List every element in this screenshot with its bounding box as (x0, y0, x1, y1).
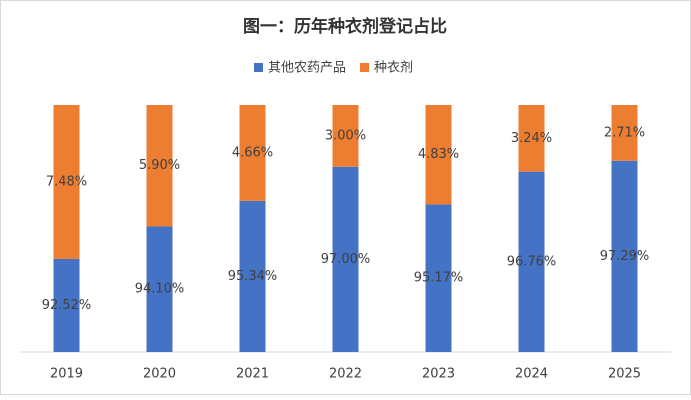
bar-segment (611, 105, 638, 161)
data-label: 97.29% (600, 249, 650, 264)
legend-label: 其他农药产品 (268, 61, 346, 76)
bar-segment (611, 160, 638, 352)
data-label: 3.24% (511, 131, 552, 146)
bar-segment (332, 105, 359, 167)
data-label: 2.71% (604, 125, 645, 140)
data-label: 5.90% (139, 158, 180, 173)
data-label: 3.00% (325, 128, 366, 143)
x-tick-label: 2020 (143, 367, 176, 382)
bar-segment (146, 105, 173, 227)
data-label: 96.76% (507, 254, 557, 269)
legend-label: 种衣剂 (374, 60, 413, 76)
bar-segment (53, 105, 80, 259)
bar-segment (146, 226, 173, 352)
bar-segment (332, 166, 359, 352)
x-tick-label: 2022 (329, 367, 362, 382)
data-label: 4.66% (232, 145, 273, 160)
data-label: 92.52% (42, 298, 92, 313)
x-tick-label: 2025 (608, 367, 641, 382)
data-label: 95.17% (414, 271, 464, 286)
x-tick-label: 2024 (515, 367, 548, 382)
legend-swatch (254, 63, 263, 72)
chart-title: 图一：历年种衣剂登记占比 (243, 16, 447, 37)
data-label: 4.83% (418, 147, 459, 162)
data-label: 94.10% (135, 282, 185, 297)
bar-segment (518, 105, 545, 172)
bar-segment (518, 171, 545, 352)
data-label: 97.00% (321, 252, 371, 267)
x-tick-label: 2019 (50, 367, 83, 382)
bar-segment (53, 258, 80, 352)
legend-swatch (360, 63, 370, 72)
data-label: 7.48% (46, 174, 87, 189)
bar-segment (239, 105, 266, 201)
bar-segment (425, 105, 452, 205)
data-label: 95.34% (228, 269, 278, 284)
bar-segment (425, 204, 452, 352)
x-tick-label: 2021 (236, 367, 269, 382)
bar-segment (239, 200, 266, 352)
x-tick-label: 2023 (422, 367, 455, 382)
